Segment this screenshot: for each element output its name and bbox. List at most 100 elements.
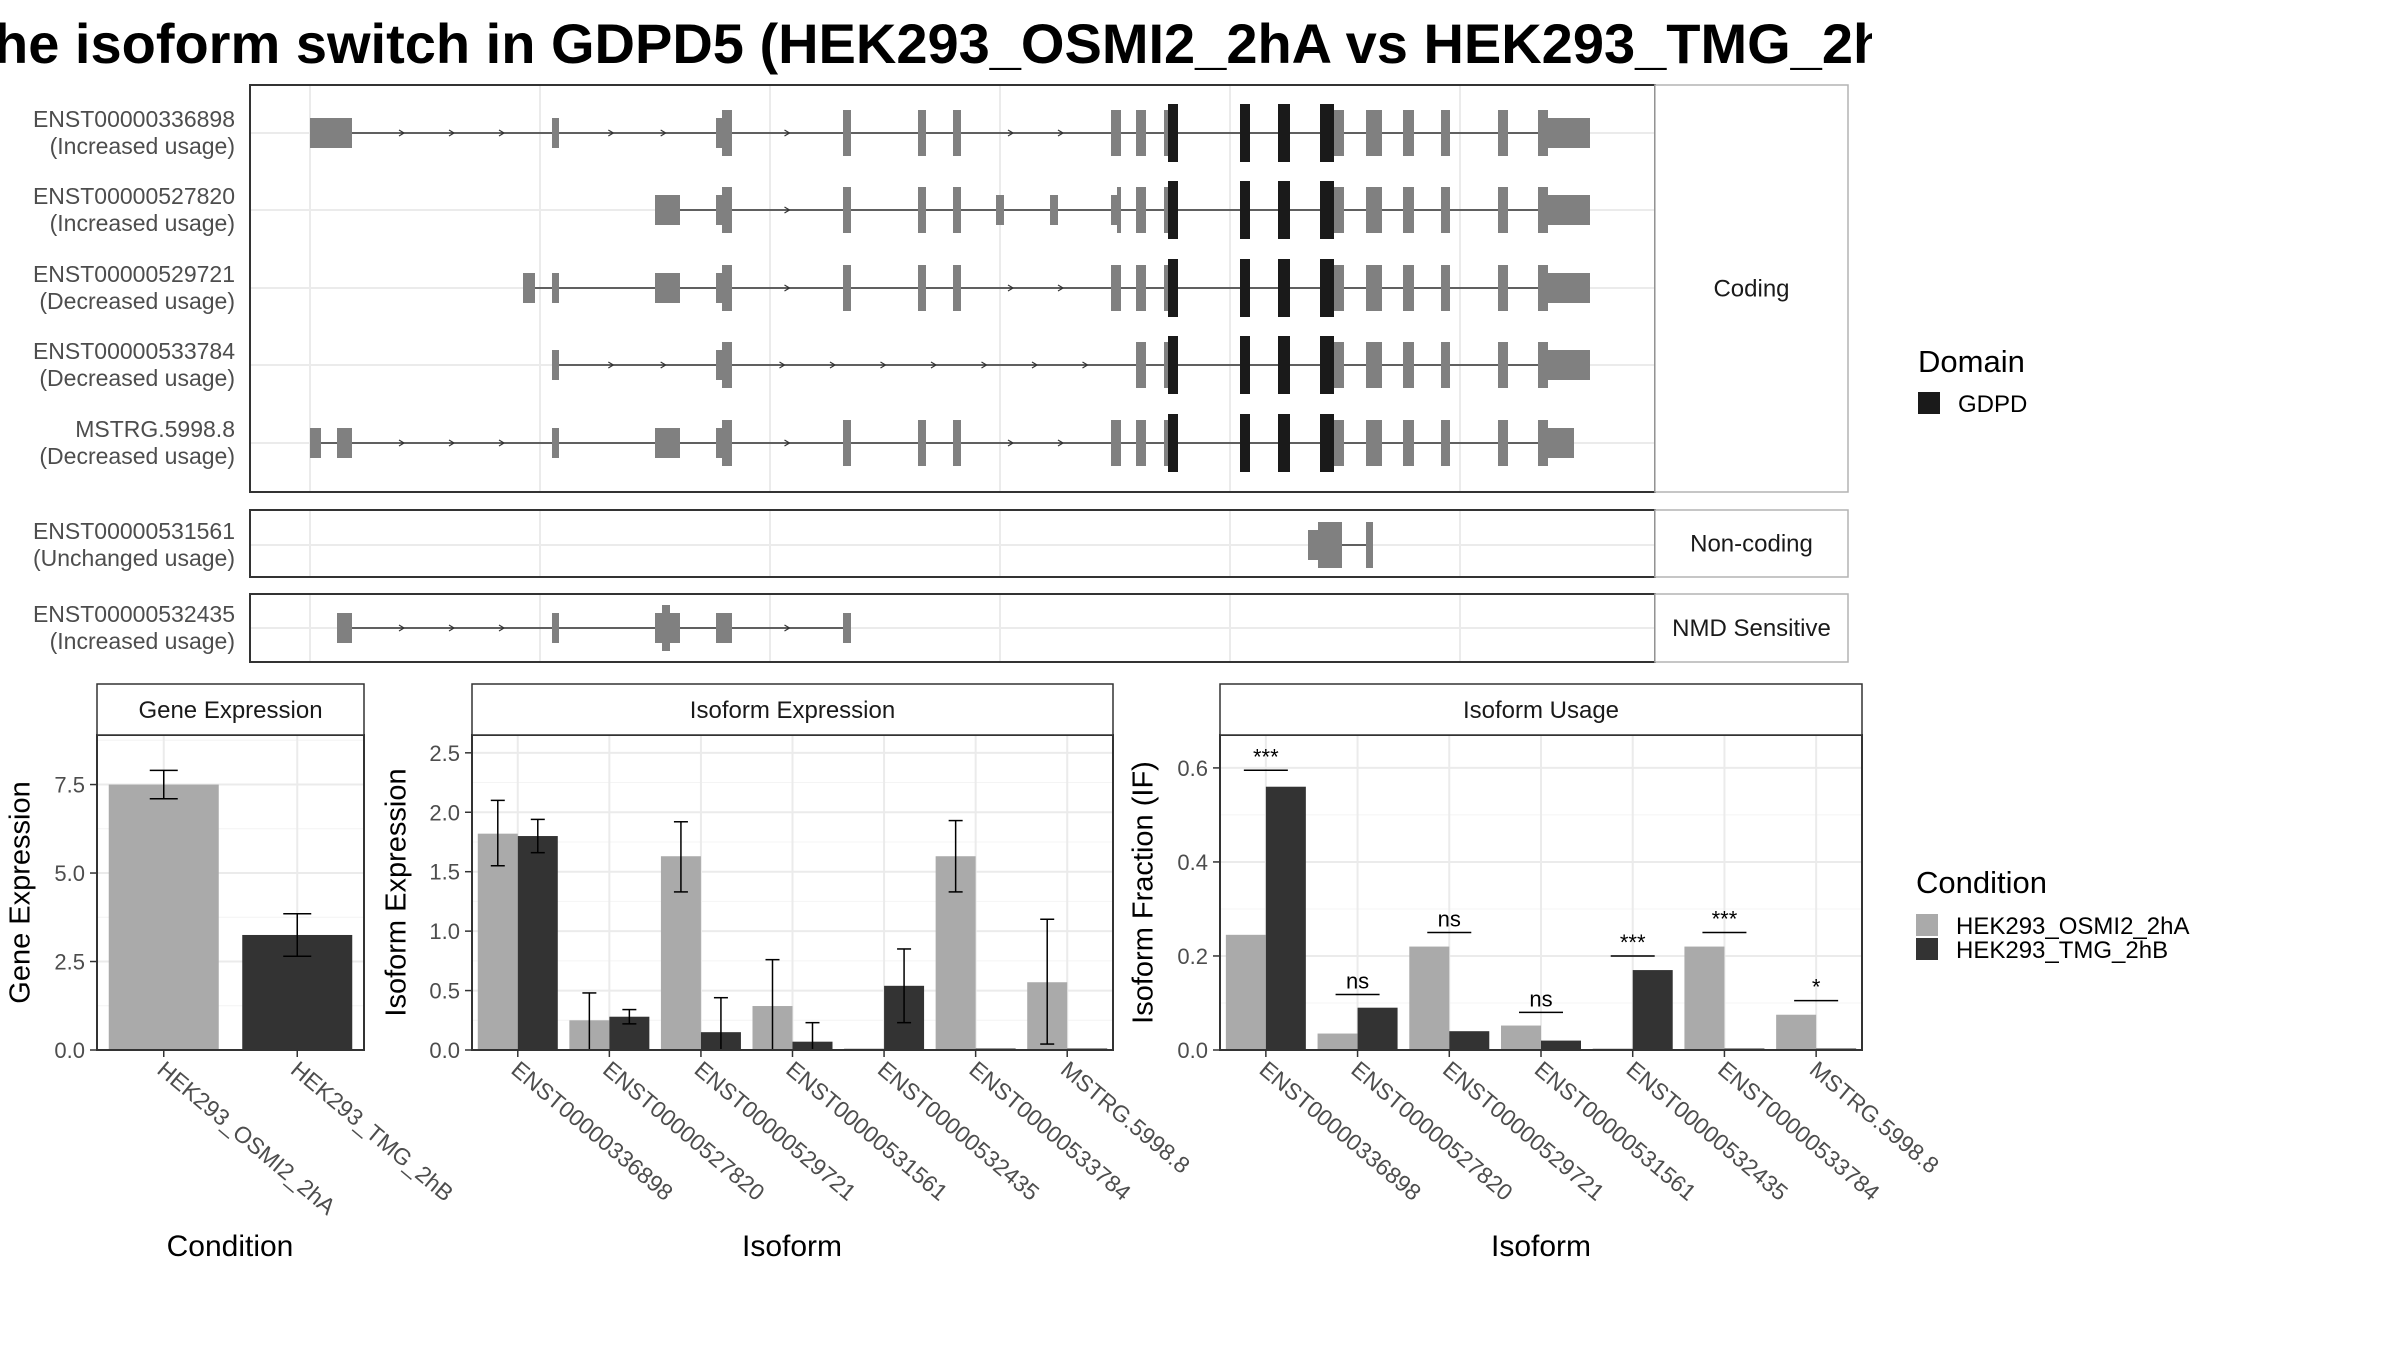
exon [953, 187, 961, 233]
exon [722, 187, 732, 233]
transcript-id-label: ENST00000529721 [33, 261, 235, 287]
intron-arrow [498, 624, 506, 632]
intron-arrow [1007, 439, 1015, 447]
exon [1441, 110, 1450, 156]
intron-arrow [398, 439, 406, 447]
bar [1684, 946, 1725, 1050]
bar [1776, 1014, 1817, 1050]
exon [552, 613, 559, 643]
exon [552, 273, 559, 303]
transcript-usage-label: (Decreased usage) [39, 443, 235, 469]
domain-exon [1168, 259, 1178, 317]
exon [1136, 342, 1146, 388]
exon [918, 110, 926, 156]
domain-exon [1168, 336, 1178, 394]
domain-exon [1240, 181, 1250, 239]
x-axis-label: Condition [167, 1230, 294, 1263]
y-axis-label: Isoform Expression [381, 768, 413, 1016]
intron-arrow [1057, 439, 1065, 447]
significance-label: * [1812, 975, 1821, 1000]
transcript-group-nmd-sensitive: ENST00000532435(Increased usage) NMD Sens… [33, 593, 1849, 663]
exon [1498, 110, 1508, 156]
bar [477, 833, 518, 1050]
condition-legend-label: HEK293_OSMI2_2hA [1956, 913, 2189, 940]
exon [1441, 420, 1450, 466]
bar [1501, 1025, 1541, 1050]
exon [996, 195, 1004, 225]
exon [1366, 187, 1382, 233]
exon [722, 110, 732, 156]
intron-arrow [608, 361, 615, 369]
exon [1111, 195, 1117, 225]
exon [552, 350, 559, 380]
domain-exon [1320, 336, 1334, 394]
condition-legend-title: Condition [1916, 865, 2047, 900]
exon [1538, 110, 1548, 156]
transcript-id-label: ENST00000532435 [33, 601, 235, 627]
transcript-panel-bg [250, 510, 1655, 577]
x-tick-label: ENST00000531561 [1530, 1056, 1702, 1206]
domain-exon [1278, 259, 1290, 317]
bar [1317, 1033, 1358, 1050]
group-strip-label: NMD Sensitive [1672, 615, 1831, 642]
domain-legend: Domain GDPD [1918, 344, 2027, 418]
y-tick-label: 1.5 [429, 860, 460, 885]
x-tick-label: ENST00000527820 [1346, 1056, 1518, 1206]
panel-strip [1219, 683, 1863, 736]
intron-arrow [880, 361, 887, 369]
exon [918, 187, 926, 233]
group-strip-label: Non-coding [1690, 531, 1813, 558]
exon [716, 613, 732, 643]
exon [716, 428, 722, 458]
exon [1164, 110, 1168, 156]
domain-exon [1320, 181, 1334, 239]
exon [953, 110, 961, 156]
exon [552, 118, 559, 148]
transcript-usage-label: (Decreased usage) [39, 288, 235, 314]
transcript-id-label: ENST00000527820 [33, 183, 235, 209]
domain-exon [1168, 104, 1178, 162]
exon [310, 118, 352, 148]
significance-label: *** [1620, 930, 1646, 955]
exon [662, 605, 670, 651]
y-tick-label: 5.0 [54, 861, 85, 886]
intron-arrow [981, 361, 988, 369]
exon [1548, 195, 1590, 225]
exon [655, 195, 680, 225]
exon [1441, 265, 1450, 311]
intron-arrow [779, 361, 786, 369]
x-tick-label: ENST00000527820 [598, 1056, 770, 1206]
exon [1136, 110, 1146, 156]
exon [1548, 273, 1590, 303]
bar [1225, 934, 1266, 1050]
group-strip [1654, 593, 1849, 663]
y-tick-label: 0.5 [429, 979, 460, 1004]
exon [1366, 110, 1382, 156]
panel-strip [96, 683, 365, 736]
intron-arrow [784, 284, 791, 292]
exon [1403, 342, 1414, 388]
exon [1164, 187, 1168, 233]
exon [716, 118, 722, 148]
intron-arrow [1031, 361, 1039, 369]
exon [1308, 530, 1318, 560]
exon [1136, 187, 1146, 233]
exon [1403, 187, 1414, 233]
domain-exon [1240, 104, 1250, 162]
domain-exon [1320, 259, 1334, 317]
intron-arrow [660, 129, 667, 137]
exon [716, 273, 722, 303]
transcript-usage-label: (Increased usage) [50, 628, 235, 654]
exon [843, 110, 851, 156]
domain-exon [1240, 336, 1250, 394]
x-tick-label: ENST00000532435 [1622, 1056, 1794, 1206]
exon [1334, 110, 1344, 156]
exon [722, 342, 732, 388]
exon [1498, 265, 1508, 311]
domain-legend-label: GDPD [1958, 391, 2027, 418]
exon [843, 265, 851, 311]
exon [1164, 265, 1168, 311]
exon [1111, 110, 1121, 156]
